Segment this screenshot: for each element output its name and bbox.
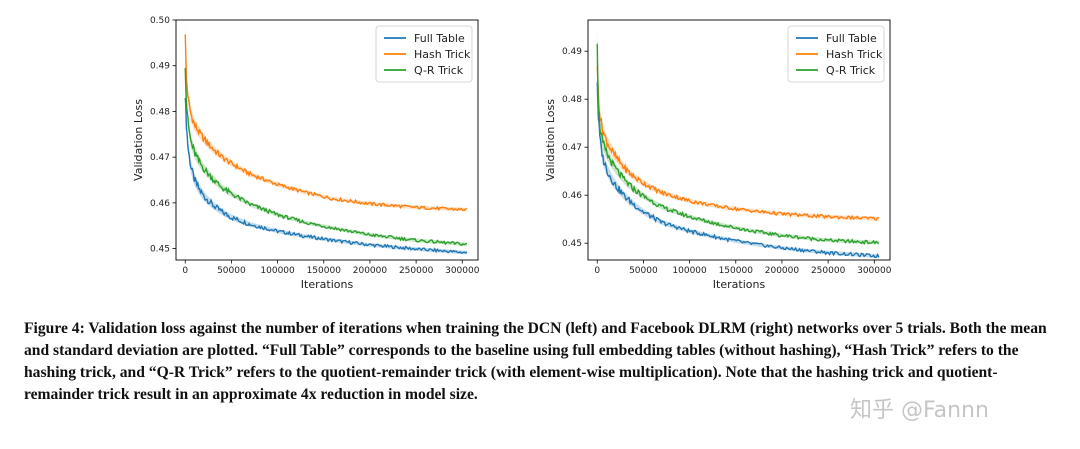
y-tick-label: 0.46 (562, 191, 582, 201)
series-line (184, 97, 468, 254)
legend: Full Table Hash Trick Q-R Trick (375, 25, 473, 83)
y-tick-label: 0.49 (562, 47, 582, 57)
y-tick-label: 0.48 (150, 107, 170, 117)
x-tick-label: 150000 (719, 266, 754, 276)
legend-label: Full Table (414, 32, 465, 45)
y-tick-label: 0.47 (562, 143, 582, 153)
y-tick-label: 0.48 (562, 95, 582, 105)
legend-box (787, 25, 885, 83)
legend-label: Full Table (826, 32, 877, 45)
series-band (185, 85, 467, 255)
legend: Full Table Hash Trick Q-R Trick (787, 25, 885, 83)
y-axis-label: Validation Loss (544, 99, 557, 181)
chart-svg: 0 50000 100000 150000 200000 250000 300000 0.45… (544, 19, 892, 291)
y-axis-label: Validation Loss (132, 99, 145, 181)
legend-label: Q-R Trick (414, 64, 464, 77)
x-tick-label: 300000 (857, 266, 892, 276)
y-tick-label: 0.45 (150, 245, 170, 255)
x-tick-label: 100000 (260, 266, 295, 276)
x-tick-label: 250000 (399, 266, 434, 276)
x-tick-label: 200000 (765, 266, 800, 276)
series-line (596, 82, 880, 258)
legend-label: Hash Trick (826, 48, 883, 61)
plot-frame (175, 19, 479, 261)
y-tick-label: 0.49 (150, 62, 170, 72)
series-line (184, 67, 468, 247)
y-tick-label: 0.47 (150, 153, 170, 163)
x-tick-label: 150000 (307, 266, 342, 276)
y-tick-label: 0.45 (562, 239, 582, 249)
series-line (596, 66, 880, 221)
x-tick-label: 50000 (217, 266, 246, 276)
y-tick-label: 0.46 (150, 199, 170, 209)
legend-label: Hash Trick (414, 48, 471, 61)
x-tick-label: 200000 (353, 266, 388, 276)
figure-caption: Figure 4: Validation loss against the nu… (24, 320, 1047, 403)
series-q-r-trick (184, 56, 468, 247)
series-line (184, 34, 468, 212)
x-tick-label: 300000 (445, 266, 480, 276)
x-tick-label: 0 (594, 266, 600, 276)
series-full-table (596, 72, 880, 259)
x-tick-label: 50000 (629, 266, 658, 276)
x-tick-label: 100000 (672, 266, 707, 276)
y-tick-label: 0.50 (150, 16, 170, 26)
legend-box (375, 25, 473, 83)
series-q-r-trick (596, 31, 880, 246)
series-line (596, 43, 880, 246)
series-hash-trick (184, 24, 468, 212)
series-full-table (184, 85, 468, 255)
plot-frame (587, 19, 891, 261)
legend-label: Q-R Trick (826, 64, 876, 77)
x-tick-label: 0 (182, 266, 188, 276)
x-tick-label: 250000 (811, 266, 846, 276)
x-axis-label: Iterations (301, 278, 354, 291)
x-axis-label: Iterations (713, 278, 766, 291)
series-hash-trick (596, 55, 880, 221)
chart-dcn: 0 50000 100000 150000 200000 250000 300000 0.45… (128, 8, 488, 298)
chart-dlrm: 0 50000 100000 150000 200000 250000 300000 0.45… (540, 8, 900, 298)
chart-svg: 0 50000 100000 150000 200000 250000 300000 0.45… (132, 16, 480, 291)
